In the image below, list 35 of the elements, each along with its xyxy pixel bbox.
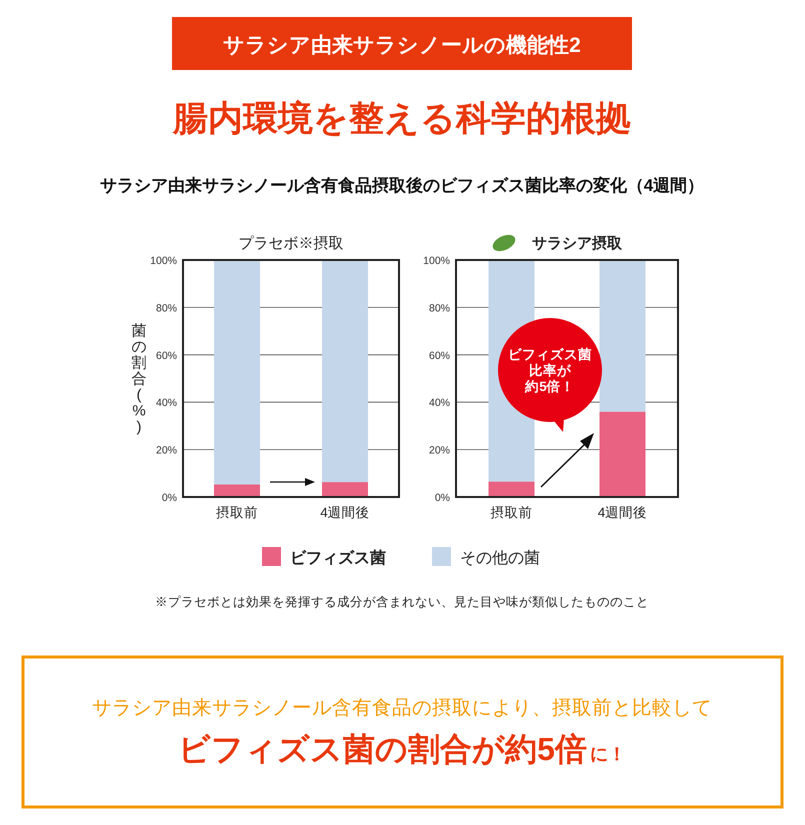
y-tick-label: 40% xyxy=(428,397,450,410)
text: サラシア由来サラシノール含有食品の摂取により、摂取前と比較して xyxy=(92,697,712,719)
y-tick-label: 40% xyxy=(156,397,177,410)
annotation: ビフィズス菌比率が約5倍！ xyxy=(508,347,592,394)
y-tick-label: 100% xyxy=(423,255,450,267)
text: に！ xyxy=(590,744,626,764)
y-tick-label: 100% xyxy=(150,255,177,267)
text: ※プラセボとは効果を発揮する成分が含まれない、見た目や味が類似したもののこと xyxy=(155,595,649,609)
y-tick-label: 20% xyxy=(428,444,450,457)
text: サラシア由来サラシノールの機能性2 xyxy=(223,34,581,57)
text: 腸内環境を整える科学的根拠 xyxy=(172,99,631,138)
y-tick-label: 80% xyxy=(156,302,177,314)
x-tick-label: 4週間後 xyxy=(598,505,648,520)
bar xyxy=(322,482,368,497)
x-tick-label: 4週間後 xyxy=(320,505,370,520)
x-tick-label: 摂取前 xyxy=(216,505,258,520)
bar xyxy=(214,260,260,484)
chart-title: サラシア摂取 xyxy=(532,235,623,252)
bar xyxy=(214,484,260,497)
y-axis-title: 菌の割合(%) xyxy=(132,322,146,436)
text: サラシア由来サラシノール含有食品摂取後のビフィズス菌比率の変化（4週間） xyxy=(100,176,704,195)
y-tick-label: 60% xyxy=(156,350,177,362)
bar xyxy=(600,412,646,497)
x-tick-label: 摂取前 xyxy=(490,505,532,520)
legend-label: その他の菌 xyxy=(460,549,540,567)
y-tick-label: 80% xyxy=(428,302,450,314)
bar xyxy=(322,260,368,482)
y-tick-label: 60% xyxy=(428,350,450,362)
legend-label: ビフィズス菌 xyxy=(290,549,386,567)
y-tick-label: 0% xyxy=(434,492,450,504)
chart-title: プラセボ※摂取 xyxy=(238,235,344,252)
text: ビフィズス菌の割合が約5倍 xyxy=(178,731,587,767)
y-tick-label: 20% xyxy=(156,444,177,457)
y-tick-label: 0% xyxy=(162,492,177,504)
bar xyxy=(488,482,534,497)
